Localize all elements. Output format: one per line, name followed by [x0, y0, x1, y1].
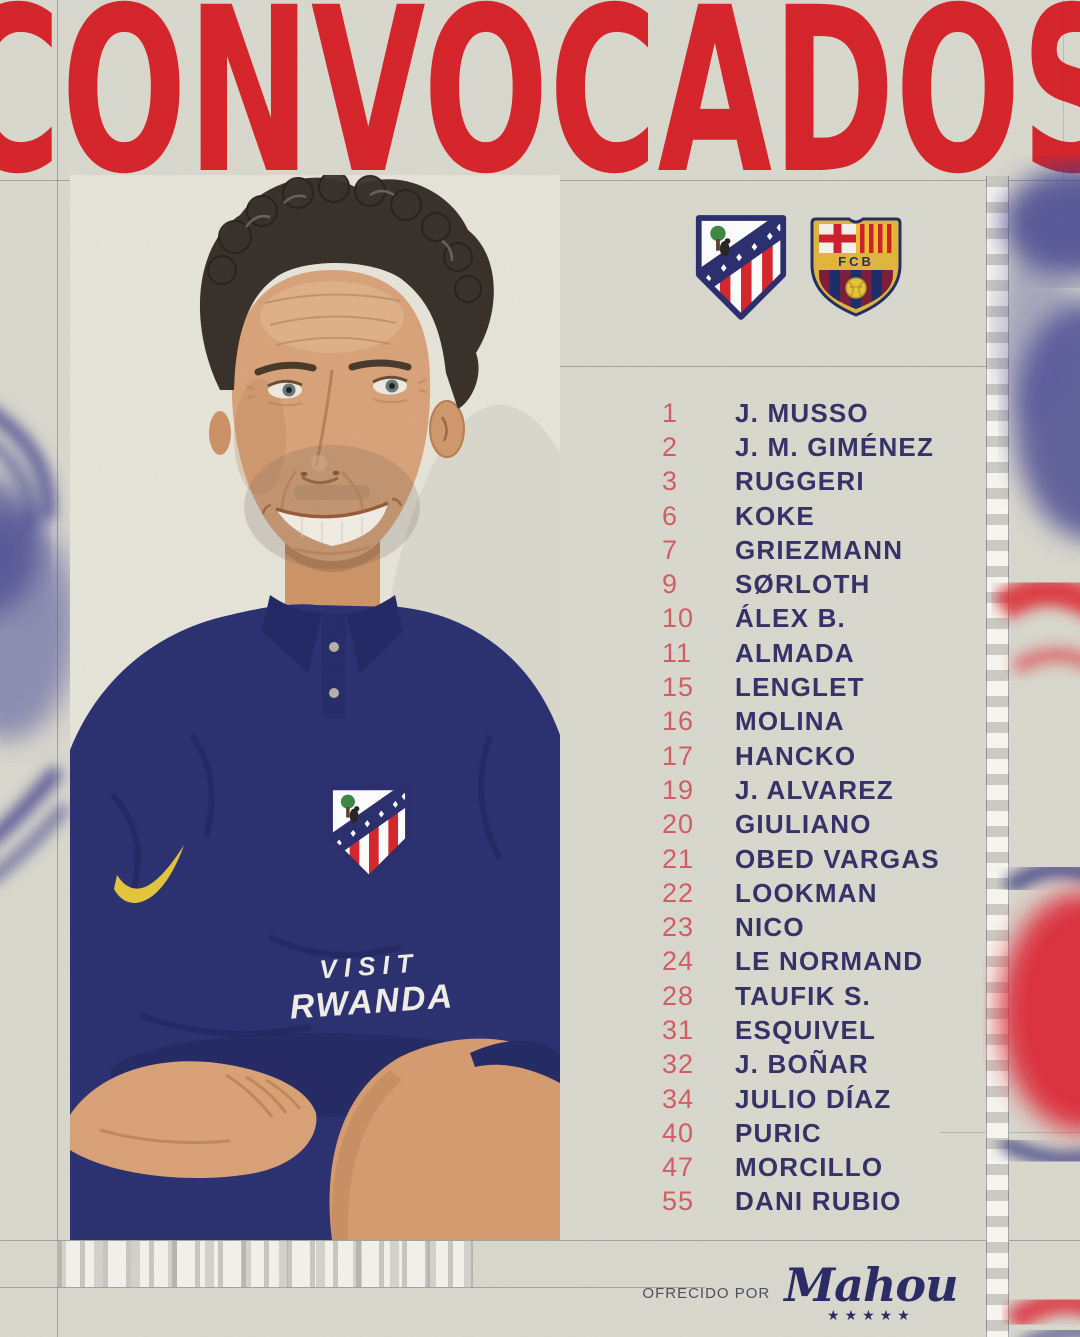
player-row: 32 J. BOÑAR	[662, 1048, 1062, 1082]
player-number: 10	[662, 603, 695, 634]
player-name: DANI RUBIO	[735, 1186, 902, 1217]
player-row: 23 NICO	[662, 910, 1062, 944]
player-number: 55	[662, 1186, 695, 1217]
rule-left-margin	[57, 0, 58, 1337]
barcode-decoration	[57, 1241, 473, 1287]
player-number: 19	[662, 774, 695, 805]
player-row: 55 DANI RUBIO	[662, 1185, 1062, 1219]
player-number: 11	[662, 637, 693, 668]
player-row: 31 ESQUIVEL	[662, 1013, 1062, 1047]
player-row: 24 LE NORMAND	[662, 945, 1062, 979]
player-row: 6 KOKE	[662, 499, 1062, 533]
player-name: KOKE	[735, 500, 815, 531]
player-row: 11 ALMADA	[662, 636, 1062, 670]
player-number: 1	[662, 397, 679, 428]
player-number: 20	[662, 809, 695, 840]
sponsor-prefix: OFRECIDO POR	[642, 1284, 771, 1302]
player-row: 16 MOLINA	[662, 705, 1062, 739]
player-number: 47	[662, 1152, 695, 1183]
player-row: 1 J. MUSSO	[662, 396, 1062, 430]
player-name: ESQUIVEL	[735, 1014, 877, 1045]
rule-below-barcode	[0, 1287, 705, 1288]
poster-title: CONVOCADOS	[0, 0, 1080, 182]
player-number: 31	[662, 1014, 695, 1045]
sponsor-brand-box: Mahou ★★★★★	[784, 1257, 958, 1324]
sponsor-block: OFRECIDO POR Mahou ★★★★★	[620, 1258, 980, 1328]
player-name: PURIC	[735, 1117, 822, 1148]
player-name: MORCILLO	[735, 1152, 884, 1183]
player-name: HANCKO	[735, 740, 857, 771]
rule-right-top	[1063, 0, 1064, 180]
player-number: 15	[662, 672, 695, 703]
player-number: 22	[662, 877, 695, 908]
player-row: 21 OBED VARGAS	[662, 842, 1062, 876]
player-name: NICO	[735, 912, 805, 943]
player-number: 24	[662, 946, 695, 977]
coach-photo: VISIT RWANDA	[70, 175, 560, 1240]
player-name: LE NORMAND	[735, 946, 924, 977]
player-list: 1 J. MUSSO 2 J. M. GIMÉNEZ 3 RUGGERI 6 K…	[662, 396, 1062, 1219]
player-name: J. MUSSO	[735, 397, 869, 428]
player-name: ÁLEX B.	[735, 603, 846, 634]
player-row: 22 LOOKMAN	[662, 876, 1062, 910]
player-row: 47 MORCILLO	[662, 1151, 1062, 1185]
player-number: 6	[662, 500, 679, 531]
player-name: MOLINA	[735, 706, 845, 737]
player-number: 16	[662, 706, 695, 737]
player-number: 3	[662, 466, 679, 497]
player-number: 32	[662, 1049, 695, 1080]
player-row: 2 J. M. GIMÉNEZ	[662, 430, 1062, 464]
player-name: GIULIANO	[735, 809, 872, 840]
player-name: JULIO DÍAZ	[735, 1083, 892, 1114]
player-row: 28 TAUFIK S.	[662, 979, 1062, 1013]
player-row: 17 HANCKO	[662, 739, 1062, 773]
player-name: LENGLET	[735, 672, 865, 703]
player-number: 23	[662, 912, 695, 943]
player-row: 34 JULIO DÍAZ	[662, 1082, 1062, 1116]
player-name: GRIEZMANN	[735, 534, 904, 565]
player-row: 9 SØRLOTH	[662, 567, 1062, 601]
fc-barcelona-crest-icon	[806, 213, 906, 321]
player-number: 28	[662, 980, 695, 1011]
player-number: 2	[662, 431, 679, 462]
title-text: CONVOCADOS	[0, 0, 1080, 182]
player-name: TAUFIK S.	[735, 980, 871, 1011]
player-name: SØRLOTH	[735, 569, 871, 600]
player-name: J. BOÑAR	[735, 1049, 869, 1080]
player-row: 10 ÁLEX B.	[662, 602, 1062, 636]
player-name: OBED VARGAS	[735, 843, 940, 874]
player-row: 19 J. ALVAREZ	[662, 773, 1062, 807]
player-row: 20 GIULIANO	[662, 808, 1062, 842]
player-number: 9	[662, 569, 679, 600]
player-row: 7 GRIEZMANN	[662, 533, 1062, 567]
mahou-stars: ★★★★★	[827, 1306, 915, 1323]
player-name: RUGGERI	[735, 466, 865, 497]
player-number: 21	[662, 843, 695, 874]
mahou-logo: Mahou	[784, 1257, 958, 1312]
atletico-madrid-crest-icon	[693, 212, 789, 322]
player-number: 34	[662, 1083, 695, 1114]
player-name: J. M. GIMÉNEZ	[735, 431, 935, 462]
player-row: 3 RUGGERI	[662, 465, 1062, 499]
player-number: 17	[662, 740, 695, 771]
player-row: 15 LENGLET	[662, 670, 1062, 704]
player-number: 7	[662, 534, 679, 565]
rule-mid-right	[527, 366, 1007, 367]
player-name: ALMADA	[735, 637, 855, 668]
player-name: J. ALVAREZ	[735, 774, 894, 805]
player-row: 40 PURIC	[662, 1116, 1062, 1150]
player-number: 40	[662, 1117, 695, 1148]
player-name: LOOKMAN	[735, 877, 878, 908]
